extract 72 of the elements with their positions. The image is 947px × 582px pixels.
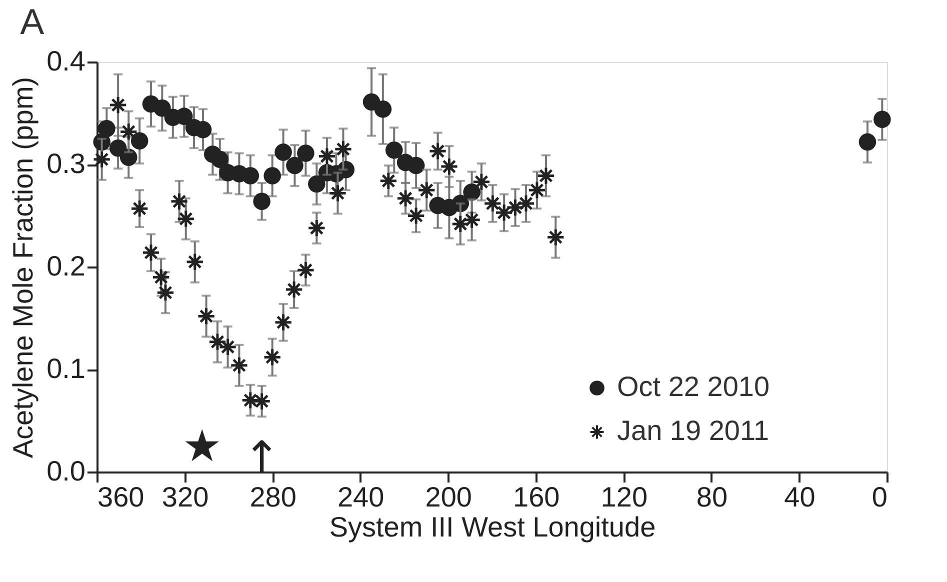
point <box>241 390 260 410</box>
point <box>119 122 138 142</box>
x-tick-label: 0 <box>872 482 888 512</box>
annotation: ↑ <box>243 432 280 484</box>
point <box>274 313 293 332</box>
point <box>307 218 326 238</box>
point <box>176 210 196 228</box>
point <box>546 228 565 247</box>
point <box>286 156 304 174</box>
point <box>328 184 348 203</box>
point <box>428 142 448 160</box>
y-tick-label: 0.3 <box>46 148 86 179</box>
x-tick-label: 320 <box>162 482 209 512</box>
point <box>130 132 148 150</box>
chart-title: A <box>20 1 44 42</box>
point <box>296 260 316 280</box>
point <box>274 144 292 161</box>
x-tick-label: 200 <box>425 482 472 512</box>
point <box>396 189 415 208</box>
point <box>297 144 314 162</box>
point <box>379 172 398 190</box>
point <box>242 167 260 184</box>
point <box>417 180 436 200</box>
x-tick-label: 240 <box>337 482 384 512</box>
point <box>406 206 426 226</box>
legend-label: Oct 22 2010 <box>617 371 770 402</box>
point <box>440 157 459 176</box>
point <box>108 96 128 114</box>
point <box>253 192 270 210</box>
point <box>218 338 238 356</box>
point <box>142 243 160 262</box>
point <box>374 100 392 118</box>
point <box>407 156 425 174</box>
point <box>528 180 546 200</box>
x-tick-label: 80 <box>696 482 728 512</box>
point <box>154 99 171 117</box>
point <box>874 110 891 128</box>
legend-label: Jan 19 2011 <box>617 415 770 446</box>
point <box>263 348 282 367</box>
point <box>472 172 491 192</box>
x-tick-label: 280 <box>250 482 296 512</box>
point <box>170 192 189 211</box>
x-tick-label: 160 <box>513 482 560 512</box>
x-axis-title: System III West Longitude <box>329 512 656 542</box>
point <box>284 280 304 299</box>
point <box>186 252 204 272</box>
point <box>230 356 249 375</box>
point <box>196 306 216 326</box>
point <box>98 120 116 138</box>
y-tick-label: 0.0 <box>46 456 86 486</box>
x-tick-label: 360 <box>98 482 144 512</box>
point <box>858 133 876 151</box>
point <box>152 268 170 287</box>
point <box>385 142 403 159</box>
point <box>130 199 149 218</box>
x-tick-label: 40 <box>784 482 816 512</box>
x-tick-label: 120 <box>600 482 648 512</box>
point <box>483 194 502 213</box>
annotation: ★ <box>182 421 222 472</box>
y-tick-label: 0.1 <box>46 353 86 384</box>
y-tick-label: 0.2 <box>46 250 86 282</box>
y-axis-title: Acetylene Mole Fraction (ppm) <box>8 76 39 458</box>
point <box>308 175 326 193</box>
point <box>536 166 556 186</box>
point <box>208 332 227 352</box>
point <box>120 148 138 166</box>
y-tick-label: 0.4 <box>46 46 86 76</box>
point <box>211 150 229 168</box>
point <box>92 150 112 169</box>
point <box>156 283 175 302</box>
point <box>252 392 272 411</box>
point <box>264 167 281 184</box>
